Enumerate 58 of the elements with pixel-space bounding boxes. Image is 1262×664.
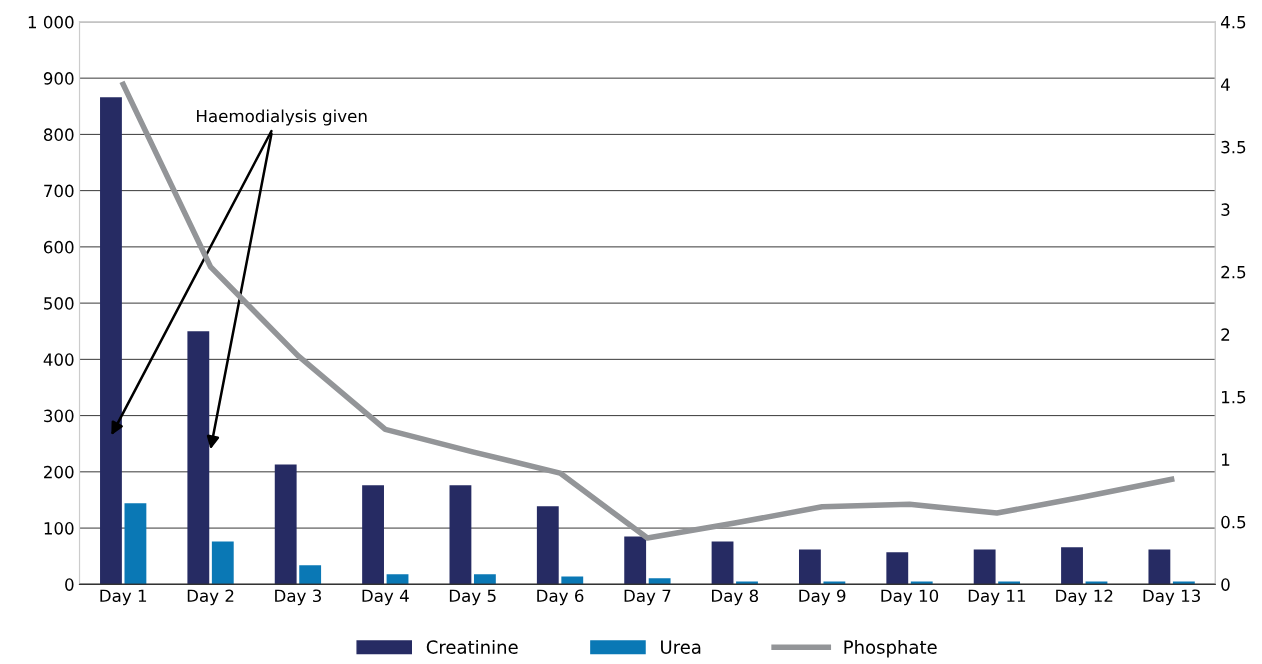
x-tick-label: Day 11 <box>968 589 1026 606</box>
x-tick-label: Day 13 <box>1143 589 1200 606</box>
x-tick-label: Day 5 <box>449 589 496 606</box>
y-tick-label: 200 <box>44 465 74 479</box>
legend-label: Phosphate <box>844 639 937 658</box>
bar <box>711 541 734 585</box>
x-tick-label: Day 2 <box>187 589 234 606</box>
x-tick-label: Day 8 <box>712 589 759 606</box>
y2-tick-label: 4 <box>1220 78 1230 91</box>
y2-tick-label: 2 <box>1221 328 1230 341</box>
bar <box>362 485 384 585</box>
y-tick-label: 300 <box>44 409 74 423</box>
bar <box>274 464 297 585</box>
y-tick-label: 800 <box>43 128 74 141</box>
y-tick-label: 700 <box>44 184 74 198</box>
x-tick-label: Day 9 <box>799 589 846 606</box>
bar <box>1061 547 1083 585</box>
y-tick-label: 0 <box>65 578 74 591</box>
legend-label: Creatinine <box>426 639 518 654</box>
x-tick-label: Day 3 <box>275 589 321 606</box>
bar <box>1148 549 1171 585</box>
bar <box>449 485 472 585</box>
x-tick-label: Day 12 <box>1056 589 1113 606</box>
y-tick-label: 1 000 <box>28 15 74 29</box>
x-tick-label: Day 10 <box>881 589 939 606</box>
y-tick-label: 100 <box>44 522 74 535</box>
bar <box>973 549 996 585</box>
x-tick-label: Day 4 <box>362 589 409 606</box>
y2-tick-label: 1 <box>1222 453 1230 466</box>
bar <box>624 536 647 585</box>
bar <box>798 549 821 585</box>
bar <box>124 503 147 585</box>
bar <box>473 574 496 585</box>
bar <box>187 331 210 585</box>
y2-tick-label: 4.5 <box>1220 16 1246 29</box>
bar <box>561 576 584 585</box>
x-tick-label: Day 6 <box>537 589 584 606</box>
y-tick-label: 400 <box>43 353 74 366</box>
legend-label: Urea <box>661 640 701 654</box>
bar <box>886 552 909 585</box>
y2-tick-label: 3 <box>1221 203 1230 216</box>
bar <box>299 565 322 585</box>
bar <box>211 541 234 585</box>
bar <box>386 574 409 585</box>
y2-tick-label: 1.5 <box>1222 391 1246 404</box>
y-tick-label: 600 <box>44 240 74 254</box>
y2-tick-label: 0 <box>1221 578 1230 591</box>
y2-tick-label: 2.5 <box>1221 265 1246 279</box>
y-tick-label: 900 <box>43 72 74 85</box>
y2-tick-label: 0.5 <box>1221 515 1246 529</box>
bar <box>648 578 671 585</box>
bar <box>100 97 122 585</box>
y2-tick-label: 3.5 <box>1221 140 1246 154</box>
x-tick-label: Day 1 <box>100 589 147 606</box>
annotation: Haemodialysis given <box>197 109 367 126</box>
x-tick-label: Day 7 <box>624 589 671 606</box>
y-tick-label: 500 <box>44 297 74 310</box>
bar <box>536 506 559 585</box>
